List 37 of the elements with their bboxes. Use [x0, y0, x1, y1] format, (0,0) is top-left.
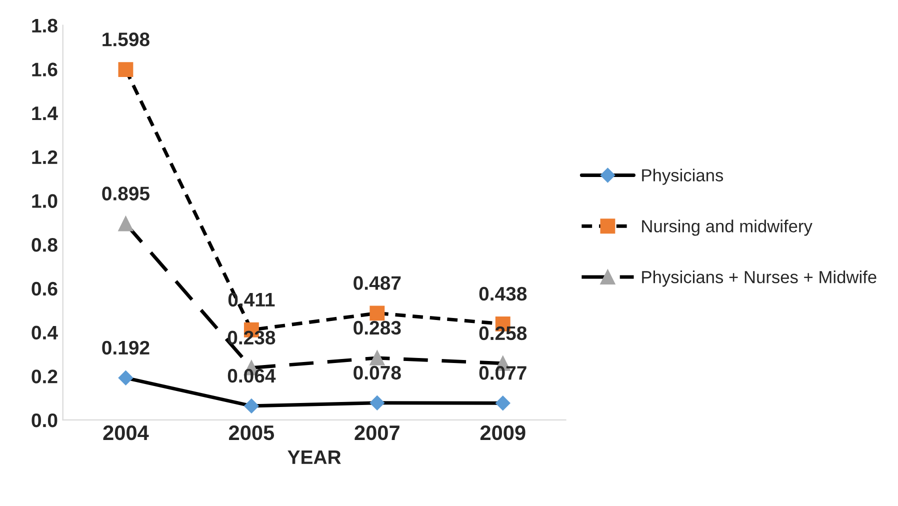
data-label: 0.438: [479, 286, 527, 301]
data-label: 0.064: [228, 368, 276, 383]
point: [370, 350, 385, 366]
data-label: 1.598: [102, 32, 150, 46]
point: [244, 398, 259, 414]
data-label: 0.411: [228, 292, 275, 307]
x-tick-label: 2005: [228, 425, 274, 440]
x-tick-label: 2009: [480, 425, 526, 440]
x-tick-label: 2007: [354, 425, 400, 440]
y-tick-label: 1.2: [32, 150, 58, 164]
point: [496, 396, 510, 410]
y-tick-label: 1.6: [32, 62, 58, 76]
x-tick-label: 2004: [103, 425, 149, 440]
data-label: 0.192: [102, 340, 150, 355]
point: [118, 62, 134, 78]
data-label: 0.077: [479, 366, 526, 380]
y-tick-label: 1.0: [32, 194, 58, 208]
y-tick-label: 0.8: [32, 238, 58, 252]
data-label: 0.078: [354, 366, 401, 380]
y-tick-label: 1.8: [32, 18, 58, 33]
data-label: 0.487: [354, 276, 401, 290]
point: [370, 396, 384, 410]
point: [118, 216, 134, 232]
data-label: 0.283: [354, 320, 401, 335]
y-tick-label: 1.4: [32, 106, 58, 120]
legend-label: Physicians + Nurses + Midwife: [642, 270, 876, 287]
legend-label: Nursing and midwifery: [642, 220, 812, 236]
legend-label: Physicians: [642, 168, 724, 185]
point: [118, 370, 134, 386]
y-tick-label: 0.6: [32, 282, 58, 296]
data-label: 0.258: [479, 326, 527, 340]
data-label: 0.895: [102, 186, 150, 200]
x-axis-title: YEAR: [288, 450, 341, 464]
y-tick-label: 0.2: [32, 370, 58, 384]
y-tick-label: 0.0: [32, 413, 58, 428]
y-tick-label: 0.4: [32, 326, 58, 340]
point: [370, 306, 385, 321]
